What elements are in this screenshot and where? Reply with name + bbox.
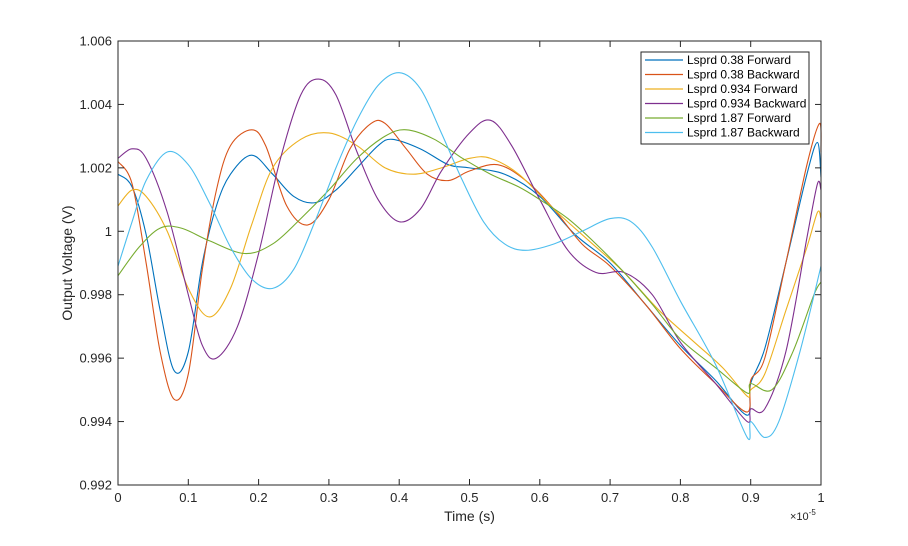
x-exponent-base: ×10: [790, 511, 809, 523]
ticks-layer: 0 0.1 0.2 0.3 0.4 0.5 0.6 0.7 0.8 0.9 1 0.992 0.994 0…: [79, 34, 824, 506]
series-line: [117, 129, 822, 394]
y-tick-label: 0.998: [79, 287, 112, 302]
x-tick-label: 0.1: [179, 490, 197, 505]
legend-entry: Lsprd 1.87 Forward: [687, 111, 791, 125]
x-tick-label: 0.6: [531, 490, 549, 505]
y-tick-label: 0.996: [79, 351, 112, 366]
x-exponent-label: ×10-5: [790, 508, 816, 523]
x-axis-label: Time (s): [444, 508, 495, 524]
legend-entry: Lsprd 0.38 Backward: [687, 68, 800, 82]
series-line: [117, 72, 822, 441]
y-axis-label: Output Voltage (V): [59, 205, 75, 320]
series-line: [117, 132, 822, 398]
x-exponent-power: -5: [809, 508, 817, 517]
legend-entry: Lsprd 0.934 Forward: [687, 82, 798, 96]
y-tick-label: 1.006: [79, 34, 112, 49]
y-tick-label: 1: [105, 224, 112, 239]
x-tick-label: 1: [817, 490, 824, 505]
series-line: [117, 78, 822, 423]
legend-entry: Lsprd 0.934 Backward: [687, 97, 806, 111]
y-tick-label: 0.992: [79, 478, 112, 493]
x-tick-label: 0.3: [320, 490, 338, 505]
y-tick-label: 1.004: [79, 97, 112, 112]
series-layer: [117, 72, 822, 441]
x-tick-label: 0.9: [742, 490, 760, 505]
legend-entry: Lsprd 1.87 Backward: [687, 126, 800, 140]
series-line: [117, 119, 822, 413]
x-tick-label: 0.4: [390, 490, 408, 505]
legend-entry: Lsprd 0.38 Forward: [687, 53, 791, 67]
y-tick-label: 1.002: [79, 160, 112, 175]
y-tick-label: 0.994: [79, 414, 112, 429]
x-tick-label: 0: [114, 490, 121, 505]
legend-box: [640, 51, 810, 145]
x-tick-label: 0.8: [671, 490, 689, 505]
x-tick-label: 0.2: [250, 490, 268, 505]
x-tick-label: 0.5: [460, 490, 478, 505]
x-tick-label: 0.7: [601, 490, 619, 505]
